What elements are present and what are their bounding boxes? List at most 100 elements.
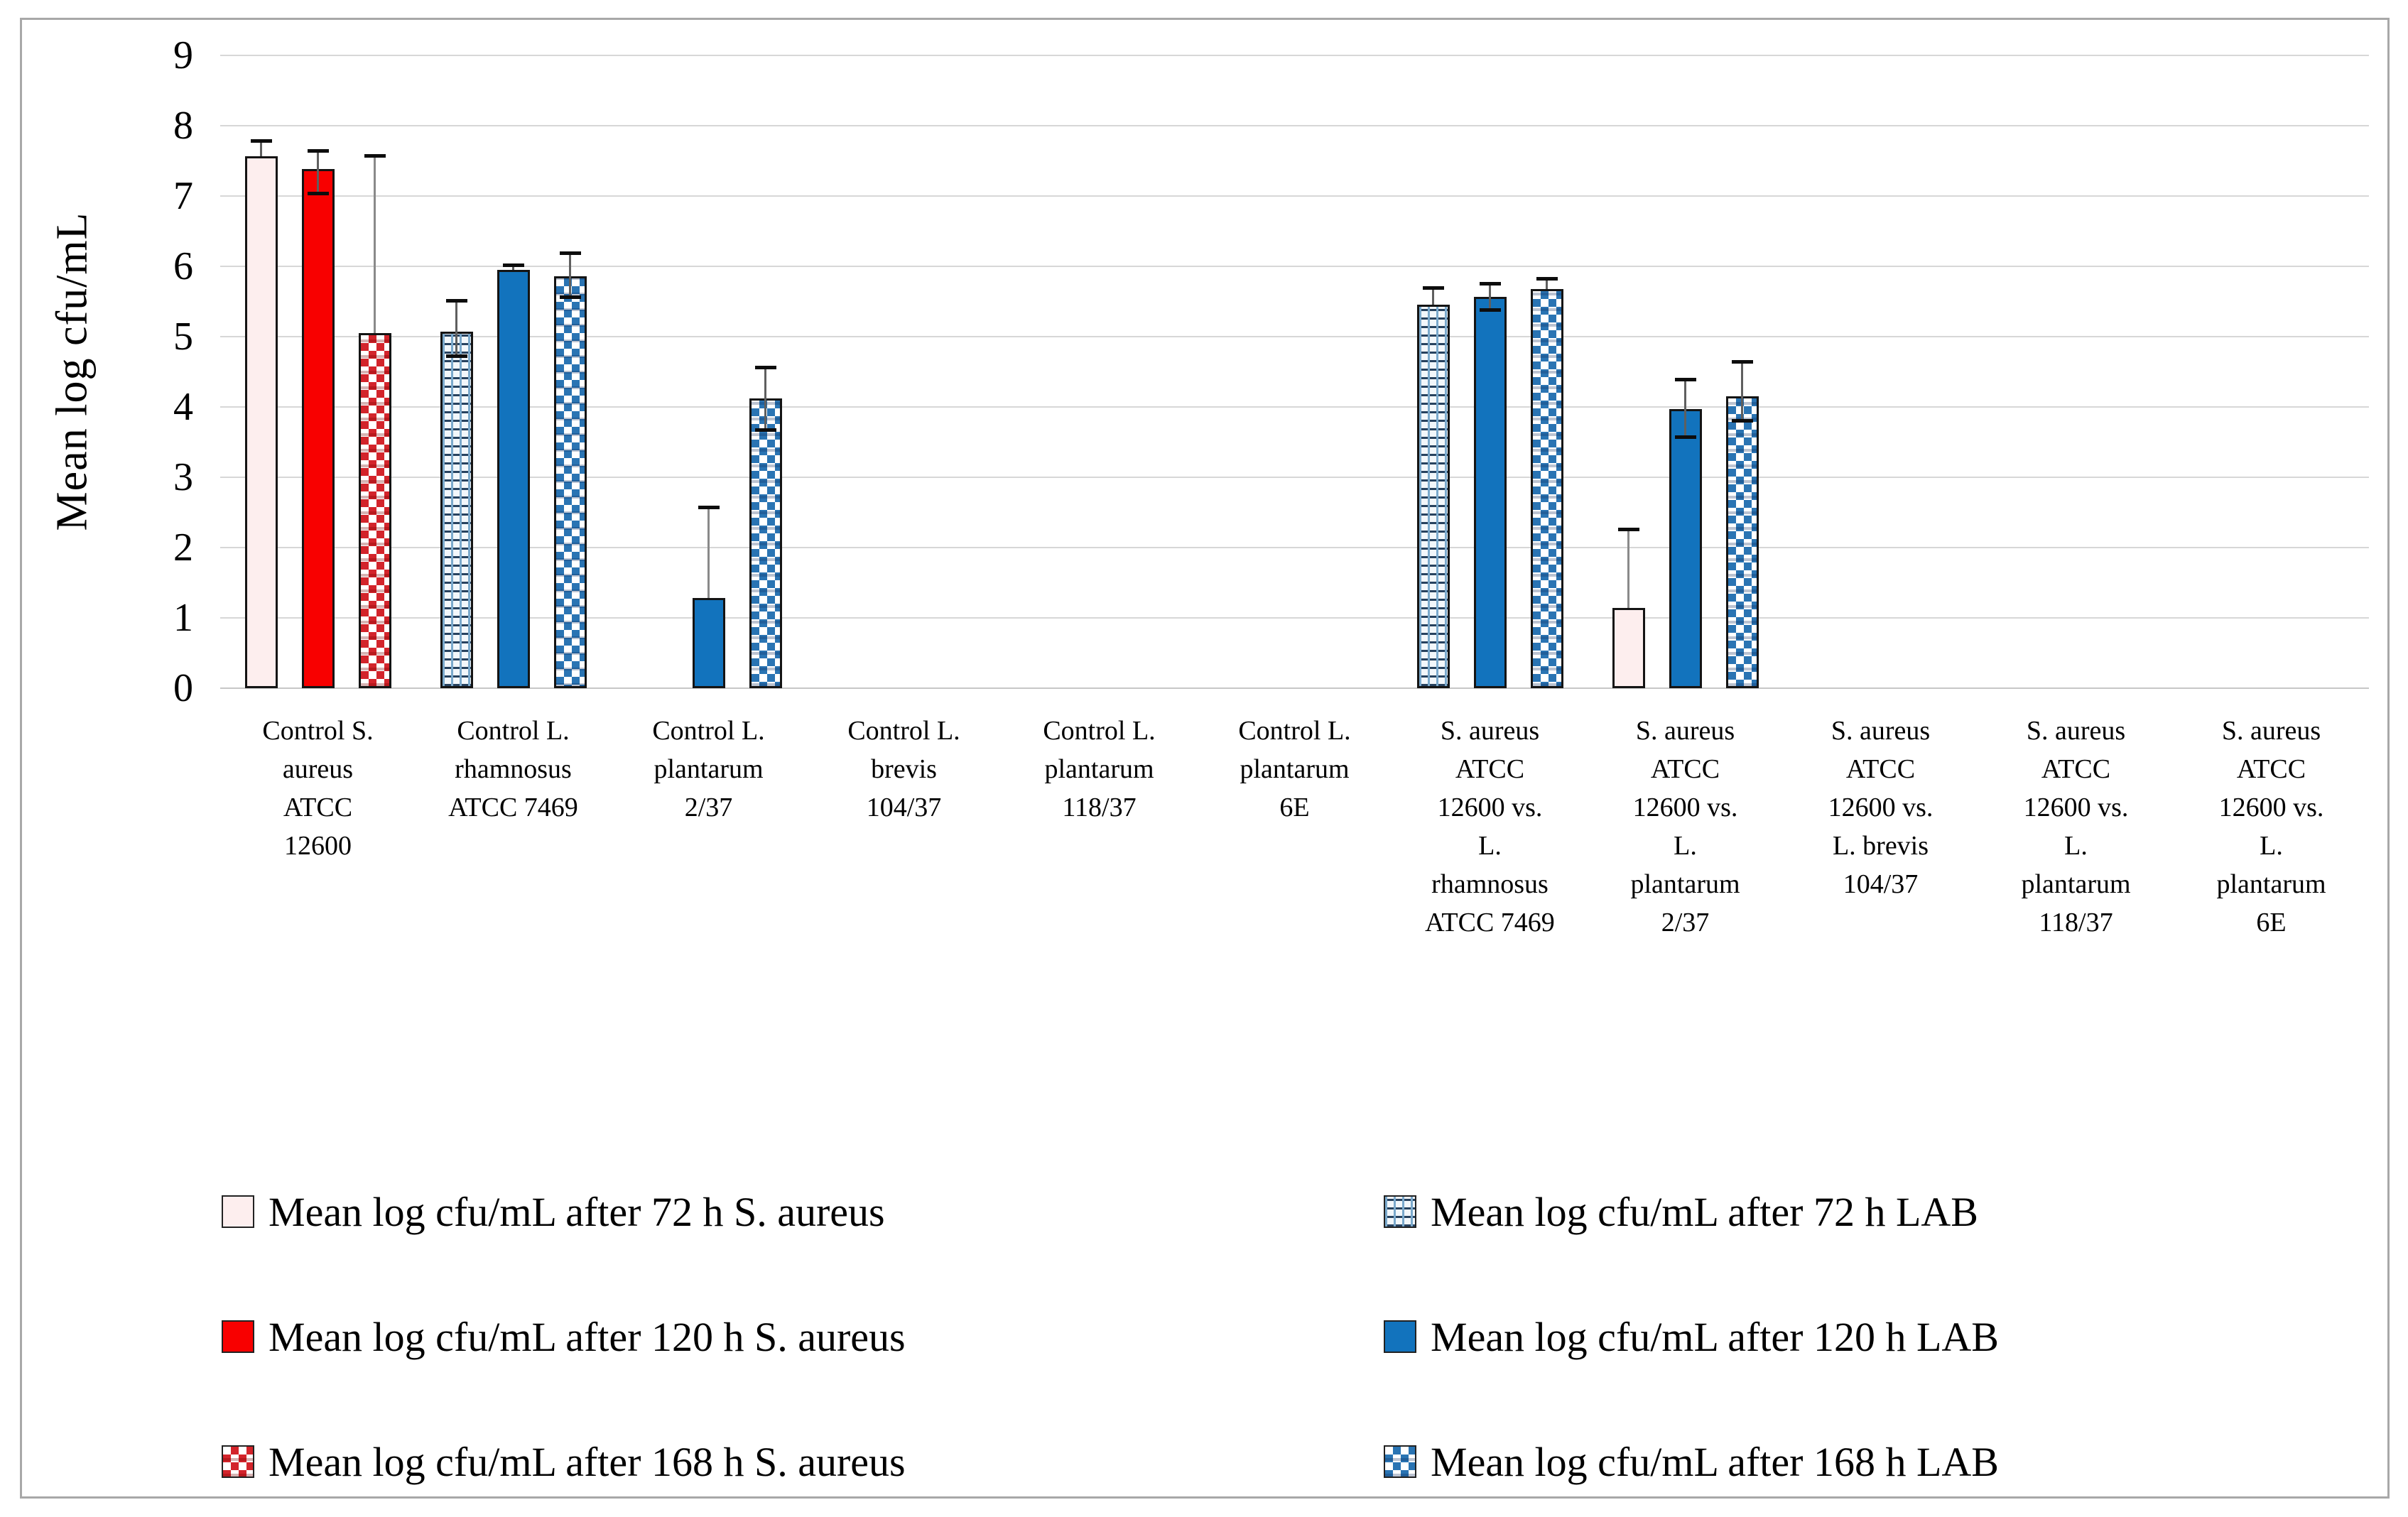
error-bar-cap (445, 298, 467, 303)
category-label: S. aureus ATCC 12600 vs. L. brevis 104/3… (1828, 716, 1934, 899)
error-bar-stem (1432, 287, 1434, 305)
legend-label: Mean log cfu/mL after 72 h LAB (1431, 1188, 1978, 1235)
error-bar-stem (1546, 278, 1548, 289)
legend-item: Mean log cfu/mL after 168 h S. aureus (222, 1429, 906, 1494)
category-label: Control L. plantarum 6E (1238, 716, 1351, 822)
bar (358, 333, 391, 688)
y-tick-label: 9 (173, 33, 193, 77)
error-bar-stem (317, 150, 319, 195)
y-tick-label: 1 (173, 596, 193, 640)
category-label: S. aureus ATCC 12600 vs. L. plantarum 6E (2216, 716, 2326, 937)
error-bar-stem (764, 366, 766, 430)
gridline (220, 195, 2369, 197)
error-bar-cap (502, 263, 524, 268)
gridline (220, 617, 2369, 619)
legend-label: Mean log cfu/mL after 120 h LAB (1431, 1313, 1999, 1360)
error-bar-cap (754, 365, 776, 369)
error-bar-cap (307, 148, 329, 153)
error-bar-cap (754, 428, 776, 432)
bar (301, 169, 335, 688)
legend-swatch (1384, 1195, 1416, 1228)
legend-swatch (222, 1195, 254, 1228)
legend-label: Mean log cfu/mL after 120 h S. aureus (269, 1313, 906, 1360)
bar (244, 156, 278, 688)
category-label: Control L. brevis 104/37 (847, 716, 960, 822)
category-label: Control L. plantarum 2/37 (652, 716, 765, 822)
legend-item: Mean log cfu/mL after 120 h LAB (1384, 1304, 1999, 1369)
bar (692, 598, 725, 688)
category-label: S. aureus ATCC 12600 vs. L. plantarum 11… (2021, 716, 2131, 937)
category-label: S. aureus ATCC 12600 vs. L. rhamnosus AT… (1425, 716, 1555, 937)
error-bar-cap (1422, 286, 1444, 290)
category-label: S. aureus ATCC 12600 vs. L. plantarum 2/… (1630, 716, 1740, 937)
legend-label: Mean log cfu/mL after 168 h S. aureus (269, 1438, 906, 1485)
bar (1669, 408, 1702, 688)
error-bar-stem (707, 506, 710, 599)
error-bar-cap (445, 354, 467, 358)
category-label: Control L. rhamnosus ATCC 7469 (448, 716, 578, 822)
error-bar-cap (1731, 418, 1753, 423)
legend-label: Mean log cfu/mL after 168 h LAB (1431, 1438, 1999, 1485)
category-label: Control L. plantarum 118/37 (1043, 716, 1156, 822)
gridline (220, 477, 2369, 478)
error-bar-cap (250, 138, 272, 143)
plot-area (220, 55, 2369, 689)
error-bar-cap (1674, 435, 1696, 439)
bar (1473, 296, 1507, 688)
error-bar-cap (364, 153, 386, 158)
gridline (220, 336, 2369, 337)
error-bar-stem (1489, 283, 1491, 311)
y-tick-label: 0 (173, 666, 193, 710)
bar (1725, 396, 1759, 688)
legend-swatch (222, 1320, 254, 1353)
bar (1530, 288, 1563, 688)
error-bar-cap (1674, 378, 1696, 382)
y-tick-label: 7 (173, 174, 193, 218)
error-bar-stem (569, 253, 571, 298)
y-axis-tick-labels: 0 1 2 3 4 5 6 7 8 9 (0, 33, 200, 710)
error-bar-stem (374, 155, 376, 334)
gridline (220, 266, 2369, 267)
error-bar-stem (512, 265, 514, 270)
gridline (220, 406, 2369, 408)
bar (497, 269, 530, 688)
bar (553, 276, 587, 688)
category-label: Control S. aureus ATCC 12600 (262, 716, 374, 861)
error-bar-cap (1731, 359, 1753, 364)
error-bar-cap (1479, 281, 1501, 286)
y-tick-label: 8 (173, 104, 193, 148)
gridline (220, 687, 2369, 689)
error-bar-cap (559, 295, 581, 299)
error-bar-stem (1627, 529, 1629, 609)
legend-item: Mean log cfu/mL after 120 h S. aureus (222, 1304, 906, 1369)
x-axis-category-labels: Control S. aureus ATCC 12600 Control L. r… (220, 712, 2369, 967)
bar (1416, 305, 1450, 688)
y-tick-label: 6 (173, 244, 193, 288)
legend-item: Mean log cfu/mL after 168 h LAB (1384, 1429, 1999, 1494)
legend-swatch (1384, 1445, 1416, 1478)
legend-item: Mean log cfu/mL after 72 h LAB (1384, 1179, 1978, 1244)
error-bar-stem (1741, 361, 1743, 421)
error-bar-stem (1684, 379, 1686, 437)
legend-swatch (222, 1445, 254, 1478)
legend-label: Mean log cfu/mL after 72 h S. aureus (269, 1188, 885, 1235)
error-bar-stem (455, 300, 457, 357)
gridline (220, 547, 2369, 548)
error-bar-cap (559, 251, 581, 256)
legend-swatch (1384, 1320, 1416, 1353)
bar (440, 332, 473, 688)
gridline (220, 125, 2369, 126)
bar (749, 398, 782, 688)
error-bar-cap (698, 505, 720, 509)
y-tick-label: 4 (173, 385, 193, 429)
y-tick-label: 3 (173, 455, 193, 499)
y-tick-label: 2 (173, 526, 193, 570)
error-bar-cap (1617, 528, 1639, 532)
error-bar-cap (1536, 276, 1558, 281)
bar (1612, 608, 1645, 688)
gridline (220, 55, 2369, 56)
error-bar-cap (1479, 308, 1501, 312)
figure-border (20, 18, 2390, 1499)
y-tick-label: 5 (173, 315, 193, 359)
